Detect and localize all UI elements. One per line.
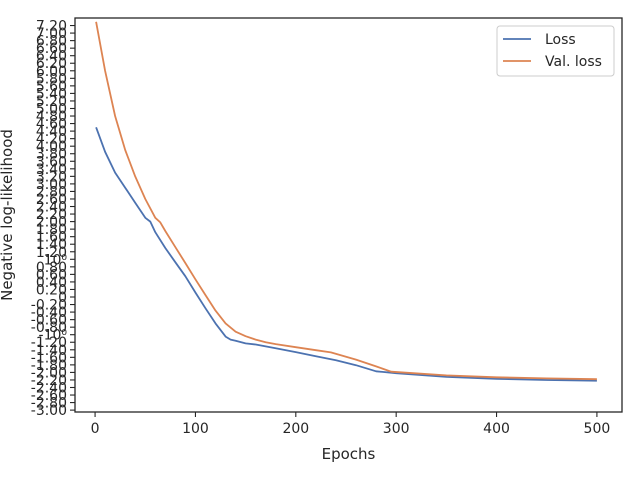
y-tick-label: 6.20 [36,56,67,72]
series-line-loss [95,126,597,382]
x-axis-label: Epochs [322,445,376,463]
y-tick-label: 4.80 [36,109,67,125]
y-tick-label: 6.80 [36,34,67,50]
x-axis-ticks: 0 100 200 300 400 500 [91,412,611,437]
y-tick-label: 3.60 [36,154,67,170]
x-tick-label: 300 [383,421,410,437]
y-tick-label: 5.40 [36,86,67,102]
series-line-val-loss [95,21,597,381]
y-tick-label: 4.20 [36,132,67,148]
y-tick-label: 2.00 [36,215,67,231]
y-tick-label: 5.00 [36,101,67,117]
y-tick-label: 5.60 [36,79,67,95]
y-tick-label: -0.80 [31,320,67,336]
y-tick-label: 2.60 [36,192,67,208]
y-tick-label: 5.80 [36,71,67,87]
y-tick-label: 3.20 [36,169,67,185]
y-tick-label: 6.00 [36,64,67,80]
legend: Loss Val. loss [496,25,615,77]
y-tick-label: -0.20 [31,298,67,314]
y-tick-label: 4.40 [36,124,67,140]
y-tick-label: 3.00 [36,177,67,193]
y-tick-label: -10⁰ [39,328,68,344]
y-tick-label: 7.20 [36,19,67,35]
y-tick-label: 1.60 [36,230,67,246]
y-tick-label: 10⁰ [44,252,68,268]
y-tick-label: 4.60 [36,117,67,133]
y-tick-label: 7.00 [36,26,67,42]
y-tick-label: -1.60 [31,350,67,366]
y-tick-label: 2.40 [36,200,67,216]
y-tick-label: -3.00 [31,403,67,419]
y-tick-label: 0.80 [36,260,67,276]
y-axis-ticks: -3.00-2.80-2.60-2.40-2.20-2.00-1.80-1.60… [31,19,75,419]
legend-label: Val. loss [545,54,602,70]
x-tick-label: 400 [483,421,510,437]
y-tick-label: -1.20 [31,335,67,351]
y-tick-label: 3.80 [36,147,67,163]
y-tick-label: 3.40 [36,162,67,178]
series-layer [95,21,597,382]
y-tick-label: -2.40 [31,380,67,396]
y-tick-label: 6.40 [36,49,67,65]
y-tick-label: -0.40 [31,305,67,321]
y-axis-label: Negative log-likelihood [0,129,16,301]
x-tick-label: 100 [182,421,209,437]
x-tick-label: 500 [584,421,611,437]
y-tick-label: 0.60 [36,267,67,283]
y-tick-label: 6.60 [36,41,67,57]
y-tick-label: 1.80 [36,222,67,238]
y-tick-label: -2.00 [31,365,67,381]
y-tick-label: 0.20 [36,282,67,298]
y-tick-label: 1.40 [36,237,67,253]
x-tick-label: 0 [91,421,100,437]
y-tick-label: -2.20 [31,373,67,389]
x-tick-label: 200 [282,421,309,437]
y-tick-label: 1.20 [36,245,67,261]
y-tick-label: -2.80 [31,396,67,412]
y-tick-label: 2.80 [36,184,67,200]
y-tick-label: 5.20 [36,94,67,110]
y-tick-label: -0.60 [31,313,67,329]
y-tick-label: -1.80 [31,358,67,374]
y-tick-label: 0 [58,290,67,306]
y-tick-label: 2.20 [36,207,67,223]
y-tick-label: -2.60 [31,388,67,404]
y-tick-label: -1.40 [31,343,67,359]
legend-label: Loss [545,32,576,48]
plot-frame [74,17,623,413]
y-tick-label: 4.00 [36,139,67,155]
y-tick-label: 0.40 [36,275,67,291]
